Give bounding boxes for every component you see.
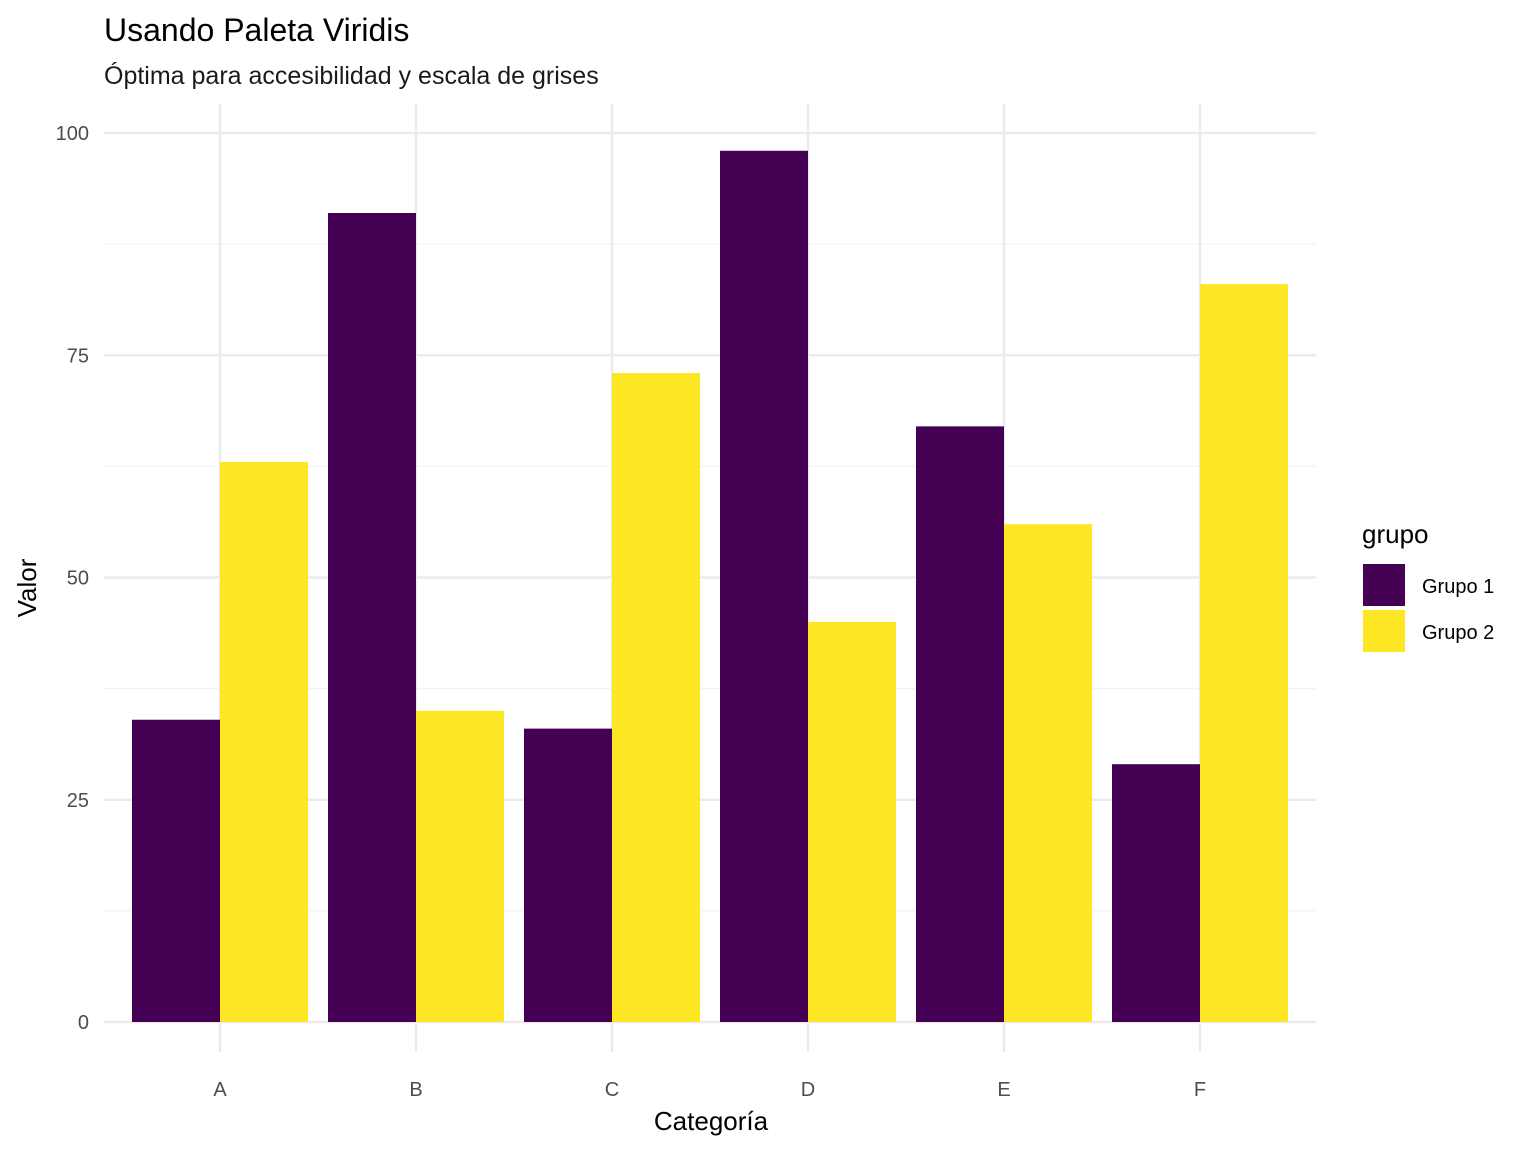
x-axis-title: Categoría — [654, 1106, 769, 1136]
bar-D-grupo-1 — [720, 150, 808, 1022]
legend-label: Grupo 2 — [1422, 622, 1494, 644]
bar-A-grupo-2 — [220, 461, 308, 1022]
y-tick-label: 0 — [78, 1012, 89, 1034]
x-tick-label: A — [213, 1079, 227, 1101]
legend: grupo Grupo 1 Grupo 2 — [1362, 519, 1494, 652]
legend-label: Grupo 1 — [1422, 576, 1494, 598]
y-tick-label: 100 — [56, 123, 89, 145]
y-tick-label: 75 — [67, 345, 89, 367]
bar-F-grupo-2 — [1200, 284, 1288, 1022]
legend-title: grupo — [1362, 519, 1429, 549]
legend-key-grupo-1 — [1363, 564, 1405, 606]
x-tick-label: C — [605, 1079, 619, 1101]
x-tick-label: B — [409, 1079, 422, 1101]
bar-D-grupo-2 — [808, 621, 896, 1022]
x-tick-label: E — [997, 1079, 1010, 1101]
x-axis-ticks: A B C D E F — [213, 1079, 1206, 1101]
bars — [132, 150, 1288, 1022]
chart-subtitle: Óptima para accesibilidad y escala de gr… — [104, 61, 599, 90]
bar-C-grupo-2 — [612, 373, 700, 1022]
y-axis-ticks: 0 25 50 75 100 — [56, 123, 89, 1034]
y-tick-label: 25 — [67, 790, 89, 812]
y-tick-label: 50 — [67, 568, 89, 590]
bar-C-grupo-1 — [524, 728, 612, 1022]
bar-E-grupo-2 — [1004, 524, 1092, 1022]
y-axis-title: Valor — [12, 558, 42, 617]
bar-B-grupo-2 — [416, 710, 504, 1022]
bar-F-grupo-1 — [1112, 764, 1200, 1022]
bar-B-grupo-1 — [328, 213, 416, 1022]
x-tick-label: F — [1194, 1079, 1206, 1101]
bar-A-grupo-1 — [132, 719, 220, 1022]
bar-E-grupo-1 — [916, 426, 1004, 1022]
chart-title: Usando Paleta Viridis — [104, 12, 409, 48]
legend-key-grupo-2 — [1363, 610, 1405, 652]
x-tick-label: D — [801, 1079, 815, 1101]
